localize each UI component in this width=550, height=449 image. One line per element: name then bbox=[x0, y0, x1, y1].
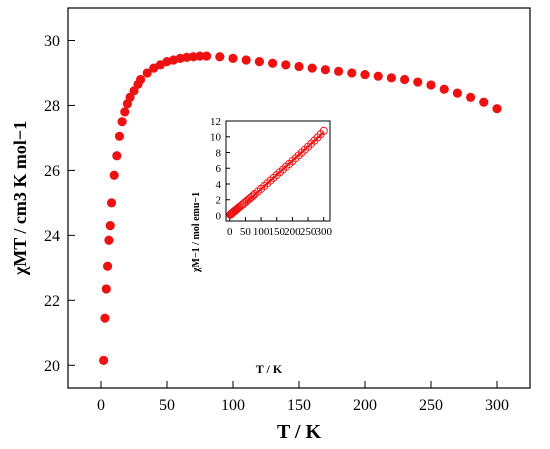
inset-x-axis-title: T / K bbox=[256, 362, 283, 376]
inset-fit-line bbox=[244, 131, 325, 205]
main-data-point bbox=[117, 117, 127, 127]
main-data-point bbox=[100, 313, 110, 323]
main-data-point bbox=[109, 170, 119, 180]
main-data-point bbox=[373, 71, 383, 81]
main-data-point bbox=[103, 261, 113, 271]
main-y-tick-label: 28 bbox=[44, 98, 60, 115]
main-data-point bbox=[413, 77, 423, 87]
main-x-tick-label: 200 bbox=[353, 397, 377, 414]
main-data-point bbox=[188, 52, 198, 62]
main-y-tick-label: 26 bbox=[44, 163, 60, 180]
main-data-point bbox=[452, 88, 462, 98]
main-data-point bbox=[386, 73, 396, 83]
main-data-point bbox=[215, 52, 225, 62]
main-x-tick-label: 250 bbox=[419, 397, 443, 414]
main-data-point bbox=[104, 235, 114, 245]
main-data-point bbox=[466, 92, 476, 102]
main-y-tick-label: 20 bbox=[44, 358, 60, 375]
inset-x-tick-label: 100 bbox=[253, 226, 270, 238]
inset-x-tick-label: 250 bbox=[300, 226, 317, 238]
main-data-point bbox=[142, 68, 152, 78]
main-data-point bbox=[320, 65, 330, 75]
inset-x-tick-label: 200 bbox=[284, 226, 301, 238]
main-data-point bbox=[307, 63, 317, 73]
inset-plot-frame bbox=[225, 120, 331, 222]
main-data-point bbox=[439, 84, 449, 94]
main-data-point bbox=[101, 284, 111, 294]
inset-x-tick-label: 150 bbox=[268, 226, 285, 238]
main-data-point bbox=[182, 52, 192, 62]
main-data-point bbox=[400, 74, 410, 85]
main-data-point bbox=[426, 80, 436, 90]
main-x-tick-label: 100 bbox=[221, 397, 245, 414]
main-y-tick-label: 30 bbox=[44, 33, 60, 50]
main-y-tick-label: 22 bbox=[44, 293, 60, 310]
inset-y-axis-title: χM−1 / mol emu−1 bbox=[191, 192, 202, 273]
main-data-point bbox=[254, 56, 264, 67]
main-data-point bbox=[334, 66, 344, 76]
main-data-point bbox=[99, 355, 109, 365]
main-data-point bbox=[136, 74, 146, 85]
inset-x-tick-label: 50 bbox=[240, 226, 252, 238]
inset-y-tick-label: 6 bbox=[216, 163, 222, 175]
main-data-point bbox=[479, 97, 489, 107]
main-data-point bbox=[241, 55, 251, 65]
inset-y-tick-label: 4 bbox=[216, 179, 222, 191]
inset-y-tick-label: 2 bbox=[216, 195, 222, 207]
inset-x-tick-label: 300 bbox=[315, 226, 332, 238]
main-x-axis-title: T / K bbox=[277, 421, 322, 443]
inset-y-tick-label: 10 bbox=[210, 132, 222, 144]
main-x-tick-label: 50 bbox=[159, 397, 175, 414]
main-data-point bbox=[492, 104, 502, 114]
main-data-point bbox=[294, 61, 304, 72]
main-data-point bbox=[228, 53, 238, 63]
inset-y-tick-label: 8 bbox=[216, 147, 222, 159]
main-y-axis-title: χMT / cm3 K mol−1 bbox=[10, 121, 30, 276]
main-data-point bbox=[112, 151, 122, 161]
main-data-point bbox=[105, 221, 115, 231]
main-y-tick-label: 24 bbox=[44, 228, 60, 245]
inset-x-tick-label: 0 bbox=[227, 226, 233, 238]
main-x-tick-label: 0 bbox=[97, 397, 105, 414]
main-data-point bbox=[281, 60, 291, 70]
main-data-point bbox=[114, 131, 125, 141]
main-data-point bbox=[360, 69, 370, 80]
inset-y-tick-label: 12 bbox=[210, 116, 221, 128]
inset-y-tick-label: 0 bbox=[216, 210, 222, 222]
main-data-point bbox=[268, 58, 278, 68]
main-data-point bbox=[195, 51, 205, 61]
main-data-point bbox=[120, 107, 130, 117]
main-data-point bbox=[347, 68, 357, 78]
main-x-tick-label: 150 bbox=[287, 397, 311, 414]
inset-data-point bbox=[319, 126, 328, 135]
inset-data-points bbox=[226, 126, 328, 219]
inset-data-point bbox=[249, 191, 258, 200]
main-data-point bbox=[202, 51, 212, 61]
main-x-tick-label: 300 bbox=[485, 397, 509, 414]
main-data-points bbox=[99, 51, 502, 365]
main-data-point bbox=[106, 198, 117, 208]
